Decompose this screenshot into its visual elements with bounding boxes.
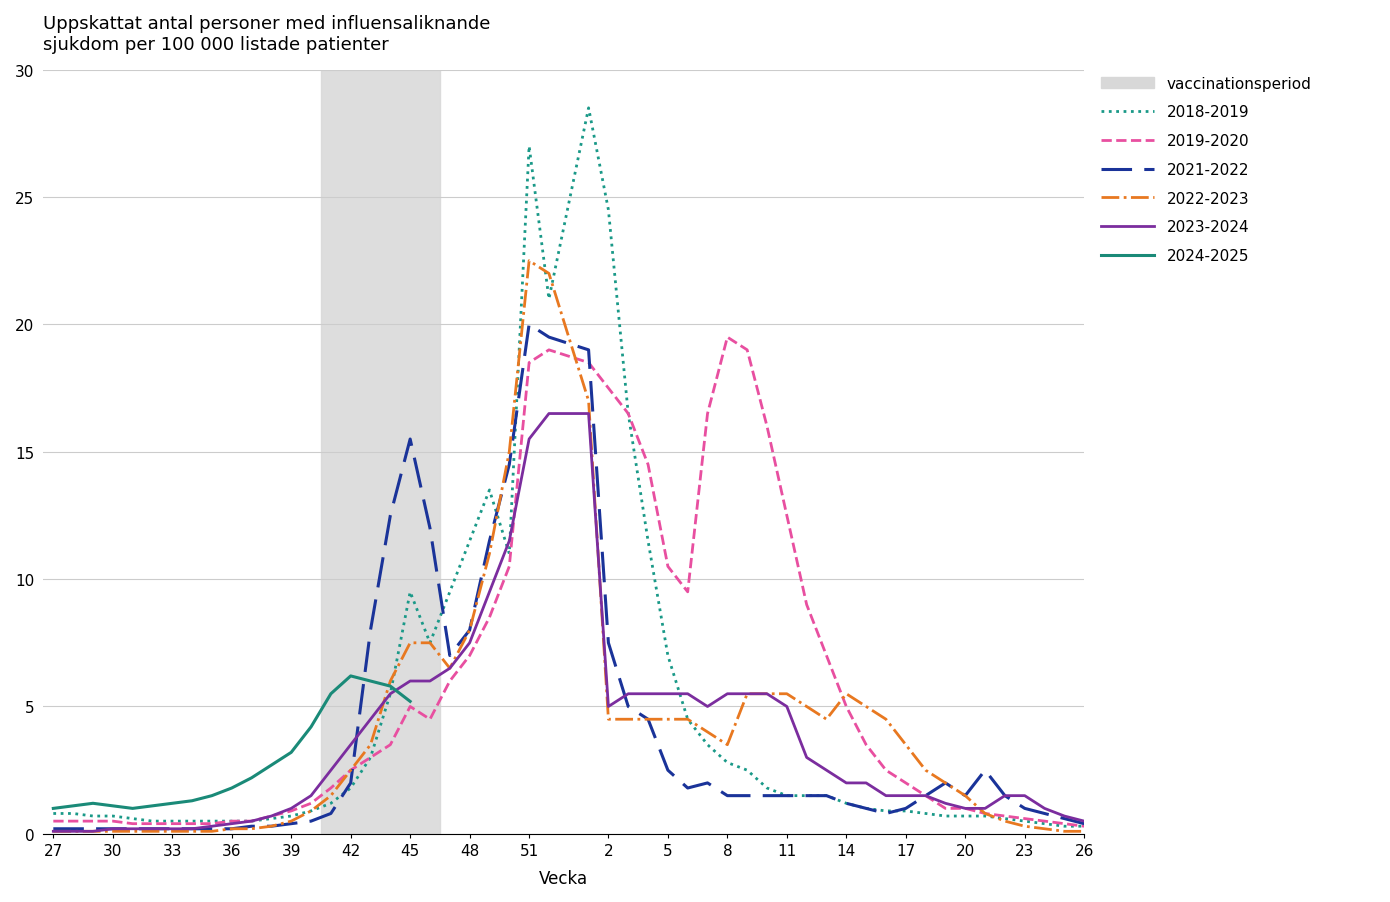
Text: Uppskattat antal personer med influensaliknande
sjukdom per 100 000 listade pati: Uppskattat antal personer med influensal… xyxy=(43,15,491,54)
Bar xyxy=(321,70,439,834)
X-axis label: Vecka: Vecka xyxy=(539,869,588,887)
Legend: vaccinationsperiod, 2018-2019, 2019-2020, 2021-2022, 2022-2023, 2023-2024, 2024-: vaccinationsperiod, 2018-2019, 2019-2020… xyxy=(1094,70,1318,270)
